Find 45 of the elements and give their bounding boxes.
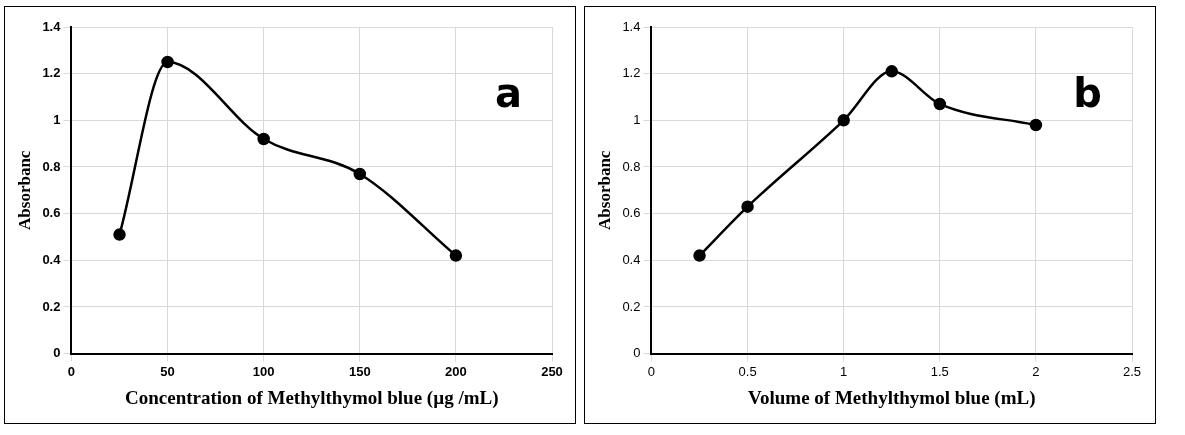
point	[885, 65, 898, 78]
y-tick-label: 1	[53, 111, 61, 127]
point	[353, 167, 367, 181]
y-tick-label: 0	[633, 345, 641, 361]
y-tick-label: 0	[53, 345, 61, 361]
x-tick-label: 150	[348, 363, 371, 379]
y-tick-label: 1.4	[42, 18, 62, 34]
y-tick-label: 1	[633, 111, 641, 127]
y-tick-label: 0.6	[42, 205, 61, 221]
x-tick-label: 0	[67, 363, 76, 379]
y-tick-label: 0.8	[622, 158, 641, 174]
y-tick-label: 0.6	[622, 205, 641, 221]
x-tick-label: 250	[541, 363, 563, 379]
point	[1029, 118, 1043, 132]
y-tick-label: 0.4	[42, 251, 62, 267]
y-tick-label: 0.2	[622, 298, 641, 314]
point	[837, 114, 850, 127]
point	[161, 55, 174, 69]
point	[113, 228, 126, 241]
x-tick-label: 50	[160, 363, 175, 379]
y-tick-label: 1.2	[42, 65, 61, 81]
annotation: b	[1073, 70, 1102, 117]
x-tick-label: 1	[840, 363, 848, 379]
y-tick-label: 1.4	[622, 18, 641, 34]
x-tick-label: 2	[1032, 363, 1040, 379]
point	[741, 200, 754, 213]
point	[257, 132, 270, 146]
x-axis-title: Concentration of Methylthymol blue (µg /mL)	[124, 386, 499, 409]
x-tick-label: 2.5	[1122, 363, 1142, 379]
x-tick-label: 200	[445, 363, 467, 379]
y-tick-label: 0.4	[622, 251, 641, 267]
point	[693, 249, 706, 262]
annotation: a	[495, 70, 522, 117]
y-tick-label: 0.8	[42, 158, 61, 174]
point	[449, 249, 463, 262]
x-tick-label: 0	[647, 363, 656, 379]
x-axis-title: Volume of Methylthymol blue (mL)	[748, 386, 1036, 409]
y-axis-title: Absorbanc	[14, 150, 34, 230]
y-axis-title: Absorbanc	[594, 150, 614, 230]
y-tick-label: 0.2	[42, 298, 61, 314]
x-tick-label: 1.5	[930, 363, 949, 379]
y-tick-label: 1.2	[622, 65, 641, 81]
x-tick-label: 100	[252, 363, 275, 379]
x-tick-label: 0.5	[738, 363, 757, 379]
point	[933, 97, 947, 111]
